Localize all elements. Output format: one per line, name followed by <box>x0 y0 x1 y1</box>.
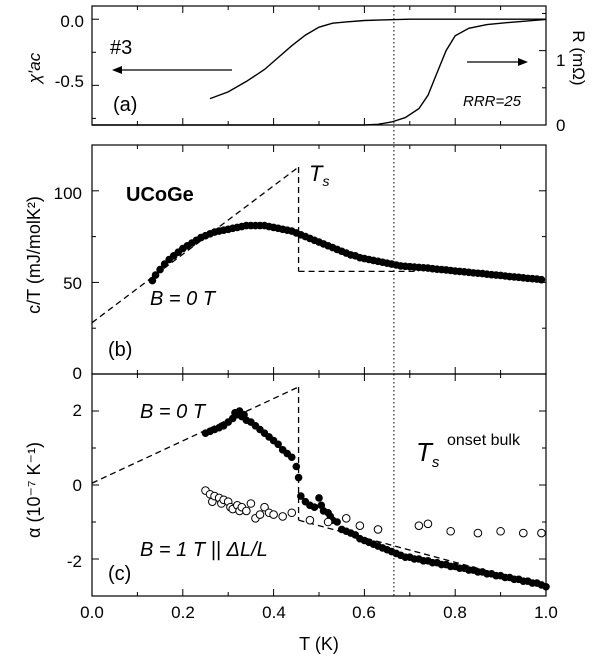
panel-c-point-b1 <box>446 526 455 536</box>
panel-c-point-b1 <box>519 528 528 538</box>
panel-b-ylabel: c/T (mJ/molK²) <box>24 196 44 314</box>
panel-a-ytick-left-1: -0.5 <box>55 72 84 91</box>
panel-c-point-b1 <box>323 517 333 527</box>
panel-c-point-b1 <box>423 519 433 529</box>
panel-c-point-b0 <box>294 473 303 482</box>
panel-c-point-b1 <box>373 525 383 534</box>
panel-b-data-point <box>148 276 157 285</box>
panel-c-onset-sub: s <box>432 454 440 471</box>
panel-c-point-b1 <box>278 512 287 521</box>
panel-b-ytick-50: 50 <box>63 274 82 293</box>
panel-a-ylabel-left: χ′ac <box>25 52 44 85</box>
panel-c-point-b0 <box>333 518 341 526</box>
panel-c-xtick-0: 0.0 <box>80 603 104 622</box>
panel-c-onset-superscript: onset bulk <box>447 432 521 449</box>
panel-a: 0.0 -0.5 0 1 χ′ac R (mΩ) #3 (a) RRR=25 <box>25 5 588 135</box>
panel-c-xtick-2: 0.4 <box>262 603 286 622</box>
panel-a-ytick-right-1: 1 <box>556 51 565 70</box>
panel-b-label: (b) <box>108 339 132 361</box>
panel-c-point-b1 <box>242 506 251 516</box>
panel-b-ytick-100: 100 <box>54 184 82 203</box>
panel-c-annotation-onset: Ts <box>416 437 440 471</box>
panel-c-point-b1 <box>260 502 269 512</box>
panel-b-ytick-0: 0 <box>73 364 82 383</box>
right-arrow-icon <box>467 58 528 66</box>
panel-c-point-b1 <box>341 514 351 523</box>
panel-b-data-point <box>156 265 164 274</box>
panel-c-point-b1 <box>473 528 483 538</box>
panel-c-ytick-2: 2 <box>73 401 82 420</box>
panel-b-annotation-ts: Ts <box>309 161 329 189</box>
panel-c-xtick-5: 1.0 <box>534 603 558 622</box>
panel-b: 0 50 100 c/T (mJ/molK²) UCoGe Ts B = 0 T… <box>24 144 547 383</box>
panel-c-point-b1 <box>305 515 315 525</box>
panel-b-ts-sub: s <box>322 173 329 189</box>
panel-c-ylabel: α (10⁻⁷ K⁻¹) <box>24 442 44 538</box>
panel-c-label: (c) <box>108 563 131 585</box>
panel-c: 2 0 -2 0.0 0.2 0.4 0.6 0.8 1.0 T (K) α (… <box>24 373 558 654</box>
panel-a-ytick-right-0: 0 <box>556 116 565 135</box>
panel-a-sample-label: #3 <box>110 37 132 59</box>
panel-b-construction-line <box>91 166 299 324</box>
resistance-curve <box>92 18 547 126</box>
panel-c-point-b0 <box>274 440 282 449</box>
panel-c-point-b0 <box>315 494 323 502</box>
panel-c-point-b0 <box>542 582 550 591</box>
panel-b-title: UCoGe <box>126 184 194 206</box>
panel-a-ytick-left-0: 0.0 <box>60 12 84 31</box>
panel-c-onset-main: T <box>416 437 434 467</box>
left-arrow-icon <box>112 66 232 74</box>
panel-c-xtick-1: 0.2 <box>171 603 195 622</box>
panel-b-data-point <box>151 271 160 279</box>
panel-c-point-b1 <box>355 521 365 531</box>
panel-c-point-b0 <box>297 492 305 500</box>
panel-b-annotation-field: B = 0 T <box>150 288 217 310</box>
panel-c-xtick-3: 0.6 <box>352 603 376 622</box>
panel-c-annotation-field-bottom: B = 1 T || ΔL/L <box>140 539 268 561</box>
panel-b-data-point <box>537 275 546 284</box>
panel-c-xlabel: T (K) <box>299 634 339 654</box>
panel-c-point-b0 <box>287 453 296 462</box>
panel-c-point-b1 <box>246 499 256 508</box>
panel-c-point-b1 <box>414 521 424 531</box>
panel-c-point-b1 <box>255 510 265 519</box>
panel-c-point-b0 <box>292 462 301 471</box>
panel-c-point-b1 <box>269 510 278 519</box>
panel-c-point-b1 <box>287 508 297 518</box>
panel-c-point-b1 <box>537 528 546 538</box>
panel-b-ts-main: T <box>309 161 324 186</box>
panel-c-annotation-field-top: B = 0 T <box>140 401 207 423</box>
chi-ac-curve <box>209 18 546 100</box>
panel-c-xtick-4: 0.8 <box>443 603 467 622</box>
panel-c-ytick-0: 0 <box>73 476 82 495</box>
panel-c-ytick-minus2: -2 <box>67 552 82 571</box>
panel-a-ylabel-right: R (mΩ) <box>569 30 588 85</box>
panel-c-point-b0 <box>310 503 319 512</box>
panel-a-annotation-rrr: RRR=25 <box>463 93 522 110</box>
panel-c-point-b1 <box>496 526 505 536</box>
panel-a-label: (a) <box>113 94 137 116</box>
panel-c-construction-line <box>91 386 299 484</box>
